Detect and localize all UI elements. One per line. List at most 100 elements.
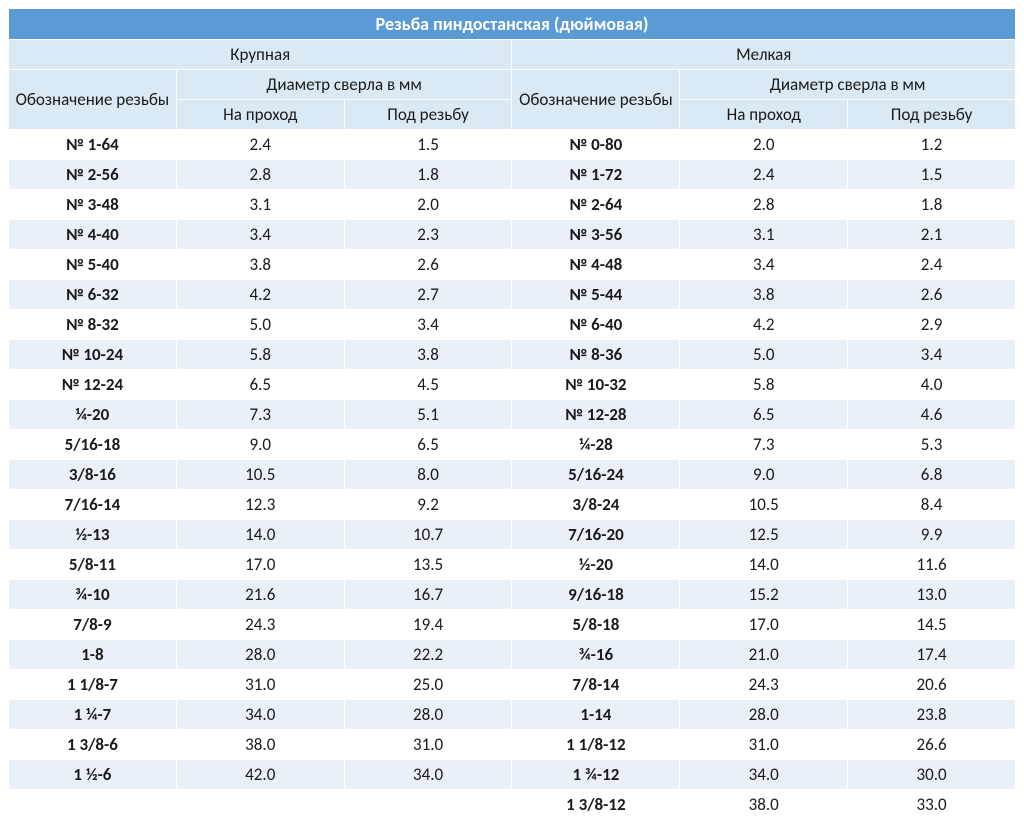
cell-through-left: 34.0 [176, 700, 344, 730]
cell-thread-right: 1.5 [848, 160, 1016, 190]
cell-thread-right: 4.0 [848, 370, 1016, 400]
cell-through-left: 3.8 [176, 250, 344, 280]
cell-thread-right: 30.0 [848, 760, 1016, 790]
cell-designation-left: № 12-24 [9, 370, 177, 400]
cell-through-right: 14.0 [680, 550, 848, 580]
cell-designation-left: 1-8 [9, 640, 177, 670]
cell-thread-left: 34.0 [344, 760, 512, 790]
cell-thread-right: 23.8 [848, 700, 1016, 730]
cell-designation-right: № 4-48 [512, 250, 680, 280]
cell-through-left: 2.4 [176, 130, 344, 160]
cell-thread-right: 11.6 [848, 550, 1016, 580]
cell-designation-left: 7/16-14 [9, 490, 177, 520]
cell-designation-right: № 1-72 [512, 160, 680, 190]
cell-designation-right: № 0-80 [512, 130, 680, 160]
table-row: № 4-403.42.3№ 3-563.12.1 [9, 220, 1016, 250]
cell-through-right: 3.1 [680, 220, 848, 250]
cell-thread-right: 2.6 [848, 280, 1016, 310]
table-row: ¼-207.35.1№ 12-286.54.6 [9, 400, 1016, 430]
cell-thread-right: 1.2 [848, 130, 1016, 160]
cell-through-right: 17.0 [680, 610, 848, 640]
cell-through-left: 42.0 [176, 760, 344, 790]
cell-thread-right: 14.5 [848, 610, 1016, 640]
cell-thread-left: 5.1 [344, 400, 512, 430]
cell-through-right: 2.4 [680, 160, 848, 190]
cell-designation-right: № 2-64 [512, 190, 680, 220]
cell-thread-left: 6.5 [344, 430, 512, 460]
table-body: № 1-642.41.5№ 0-802.01.2№ 2-562.81.8№ 1-… [9, 130, 1016, 820]
table-row: № 2-562.81.8№ 1-722.41.5 [9, 160, 1016, 190]
cell-through-right: 9.0 [680, 460, 848, 490]
cell-through-left: 5.8 [176, 340, 344, 370]
cell-designation-left: 5/8-11 [9, 550, 177, 580]
cell-designation-left: № 6-32 [9, 280, 177, 310]
cell-through-left: 21.6 [176, 580, 344, 610]
cell-through-left: 12.3 [176, 490, 344, 520]
col-designation-right: Обозначение резьбы [512, 70, 680, 130]
cell-through-right: 7.3 [680, 430, 848, 460]
cell-through-left: 9.0 [176, 430, 344, 460]
cell-designation-right: 1-14 [512, 700, 680, 730]
cell-thread-right: 2.1 [848, 220, 1016, 250]
cell-thread-right: 26.6 [848, 730, 1016, 760]
table-row: 7/8-924.319.45/8-1817.014.5 [9, 610, 1016, 640]
table-row: 1-828.022.2¾-1621.017.4 [9, 640, 1016, 670]
cell-thread-left: 2.7 [344, 280, 512, 310]
cell-through-left [176, 790, 344, 820]
cell-designation-left: 5/16-18 [9, 430, 177, 460]
cell-through-left: 14.0 [176, 520, 344, 550]
cell-thread-right: 5.3 [848, 430, 1016, 460]
cell-through-right: 12.5 [680, 520, 848, 550]
cell-through-right: 28.0 [680, 700, 848, 730]
cell-through-right: 38.0 [680, 790, 848, 820]
cell-through-left: 2.8 [176, 160, 344, 190]
cell-through-left: 31.0 [176, 670, 344, 700]
cell-thread-left: 19.4 [344, 610, 512, 640]
table-row: ½-1314.010.77/16-2012.59.9 [9, 520, 1016, 550]
cell-thread-left: 13.5 [344, 550, 512, 580]
cell-designation-right: 1 1/8-12 [512, 730, 680, 760]
cell-thread-right: 8.4 [848, 490, 1016, 520]
cell-designation-right: 3/8-24 [512, 490, 680, 520]
cell-thread-left: 1.8 [344, 160, 512, 190]
cell-designation-right: 9/16-18 [512, 580, 680, 610]
table-row: 1 ¼-734.028.01-1428.023.8 [9, 700, 1016, 730]
cell-through-left: 24.3 [176, 610, 344, 640]
cell-thread-left: 1.5 [344, 130, 512, 160]
thread-table: Резьба пиндостанская (дюймовая) Крупная … [8, 8, 1016, 820]
cell-designation-right: № 10-32 [512, 370, 680, 400]
cell-thread-right: 1.8 [848, 190, 1016, 220]
cell-through-right: 2.8 [680, 190, 848, 220]
cell-designation-right: 1 ¾-12 [512, 760, 680, 790]
cell-thread-right: 2.4 [848, 250, 1016, 280]
cell-thread-left: 3.4 [344, 310, 512, 340]
table-row: 5/16-189.06.5¼-287.35.3 [9, 430, 1016, 460]
col-diameter-left: Диаметр сверла в мм [176, 70, 512, 100]
cell-designation-left: ¼-20 [9, 400, 177, 430]
cell-designation-right: ¼-28 [512, 430, 680, 460]
table-row: 1 3/8-638.031.01 1/8-1231.026.6 [9, 730, 1016, 760]
cell-thread-left: 2.6 [344, 250, 512, 280]
table-row: 1 ½-642.034.01 ¾-1234.030.0 [9, 760, 1016, 790]
table-row: 1 3/8-1238.033.0 [9, 790, 1016, 820]
cell-thread-left: 8.0 [344, 460, 512, 490]
table-row: 3/8-1610.58.05/16-249.06.8 [9, 460, 1016, 490]
cell-thread-right: 6.8 [848, 460, 1016, 490]
cell-designation-left: № 1-64 [9, 130, 177, 160]
cell-thread-left: 28.0 [344, 700, 512, 730]
cell-through-right: 3.8 [680, 280, 848, 310]
cell-designation-left [9, 790, 177, 820]
cell-through-right: 24.3 [680, 670, 848, 700]
cell-thread-left: 4.5 [344, 370, 512, 400]
cell-designation-right: 5/16-24 [512, 460, 680, 490]
table-row: № 8-325.03.4№ 6-404.22.9 [9, 310, 1016, 340]
cell-through-left: 6.5 [176, 370, 344, 400]
cell-designation-left: ½-13 [9, 520, 177, 550]
cell-thread-left: 9.2 [344, 490, 512, 520]
cell-through-right: 10.5 [680, 490, 848, 520]
cell-through-left: 3.4 [176, 220, 344, 250]
col-through-right: На проход [680, 100, 848, 130]
table-row: № 1-642.41.5№ 0-802.01.2 [9, 130, 1016, 160]
cell-designation-left: № 10-24 [9, 340, 177, 370]
table-row: 1 1/8-731.025.07/8-1424.320.6 [9, 670, 1016, 700]
